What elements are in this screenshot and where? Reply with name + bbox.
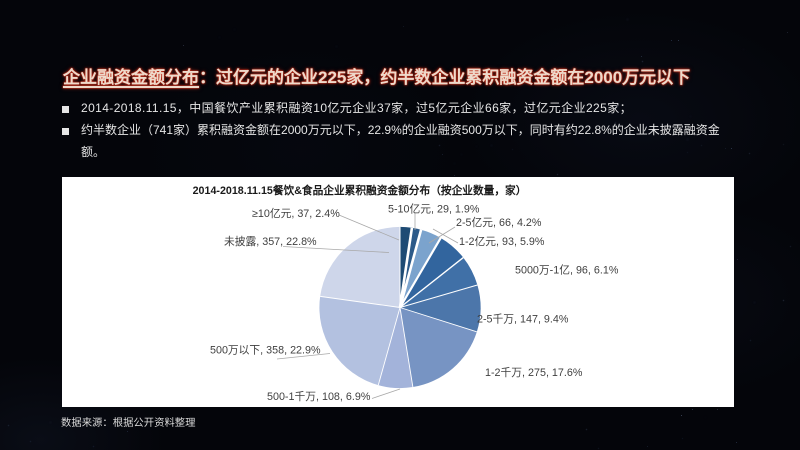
svg-text:2014-2018.11.15餐饮&食品企业累积融资金额分布: 2014-2018.11.15餐饮&食品企业累积融资金额分布（按企业数量，家）	[193, 184, 527, 197]
svg-text:5-10亿元, 29, 1.9%: 5-10亿元, 29, 1.9%	[388, 203, 480, 216]
svg-text:≥10亿元, 37, 2.4%: ≥10亿元, 37, 2.4%	[252, 207, 340, 220]
svg-text:500万以下, 358, 22.9%: 500万以下, 358, 22.9%	[210, 345, 321, 357]
svg-text:1-2千万, 275, 17.6%: 1-2千万, 275, 17.6%	[485, 367, 583, 379]
svg-text:500-1千万, 108, 6.9%: 500-1千万, 108, 6.9%	[267, 391, 371, 403]
svg-text:1-2亿元, 93, 5.9%: 1-2亿元, 93, 5.9%	[459, 235, 545, 248]
svg-text:2-5千万, 147, 9.4%: 2-5千万, 147, 9.4%	[477, 314, 569, 326]
svg-text:未披露, 357, 22.8%: 未披露, 357, 22.8%	[224, 235, 317, 248]
svg-text:2-5亿元, 66, 4.2%: 2-5亿元, 66, 4.2%	[456, 216, 542, 229]
svg-text:5000万-1亿, 96, 6.1%: 5000万-1亿, 96, 6.1%	[515, 264, 619, 277]
